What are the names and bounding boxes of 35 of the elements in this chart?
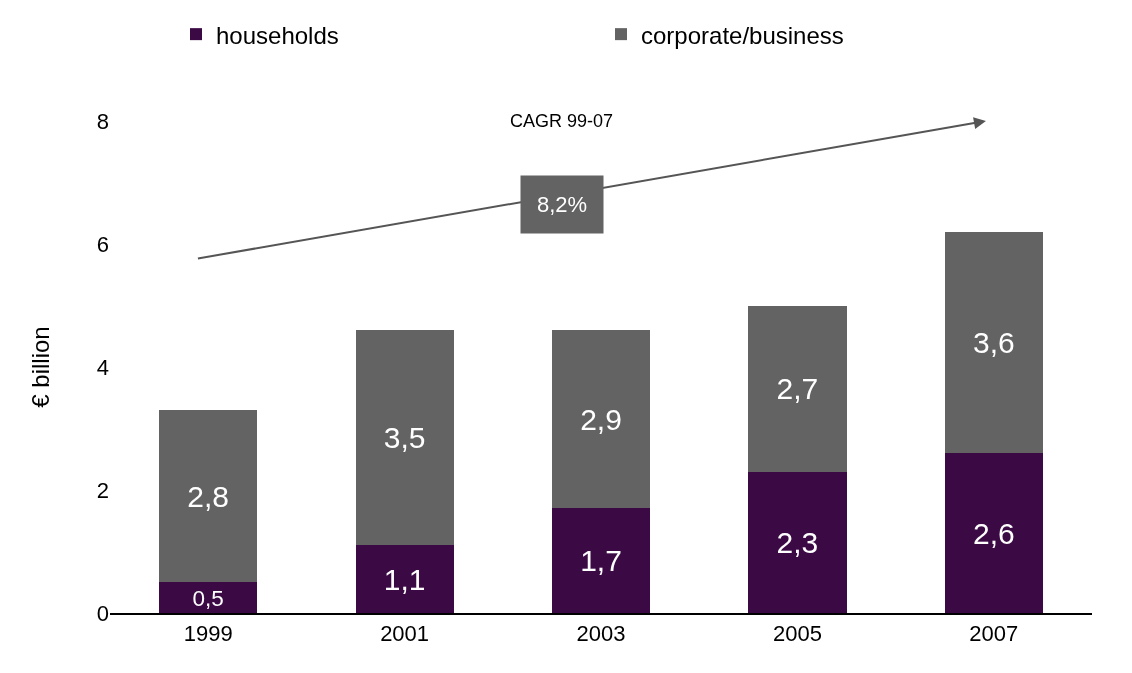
bar xyxy=(551,508,651,613)
data-label: 2,6 xyxy=(972,516,1015,550)
data-label: 1,7 xyxy=(580,544,622,578)
annotation: 8,2% xyxy=(537,192,588,217)
y-tick-label: 8 xyxy=(96,108,109,134)
bar xyxy=(748,305,847,472)
y-tick-label: 2 xyxy=(96,477,109,503)
legend-label: corporate/business xyxy=(641,21,844,49)
bar xyxy=(355,330,454,546)
bar xyxy=(159,582,258,613)
data-label: 1,1 xyxy=(383,562,426,596)
y-tick-label: 0 xyxy=(96,600,109,626)
data-label: 2,9 xyxy=(580,402,622,436)
data-label: 0,5 xyxy=(192,585,224,611)
bar xyxy=(748,471,847,613)
x-tick-label: 1999 xyxy=(183,621,233,647)
data-label: 3,5 xyxy=(383,421,426,455)
x-tick-label: 2003 xyxy=(576,621,626,647)
data-label: 2,8 xyxy=(187,479,230,513)
legend-label: households xyxy=(216,21,339,49)
bar xyxy=(159,410,258,583)
data-label: 2,3 xyxy=(776,525,819,559)
y-tick-label: 4 xyxy=(96,354,109,380)
x-tick-label: 2007 xyxy=(969,621,1019,647)
data-label: 2,7 xyxy=(776,372,819,406)
annotation: CAGR 99-07 xyxy=(510,111,614,131)
bar xyxy=(551,330,651,509)
bar xyxy=(944,453,1043,613)
bar xyxy=(944,231,1043,454)
x-tick-label: 2005 xyxy=(772,621,822,647)
x-tick-label: 2001 xyxy=(380,621,430,647)
y-axis-title: € billion xyxy=(26,326,54,408)
bar xyxy=(355,545,454,613)
data-label: 3,6 xyxy=(972,325,1015,359)
y-tick-label: 6 xyxy=(96,231,109,257)
